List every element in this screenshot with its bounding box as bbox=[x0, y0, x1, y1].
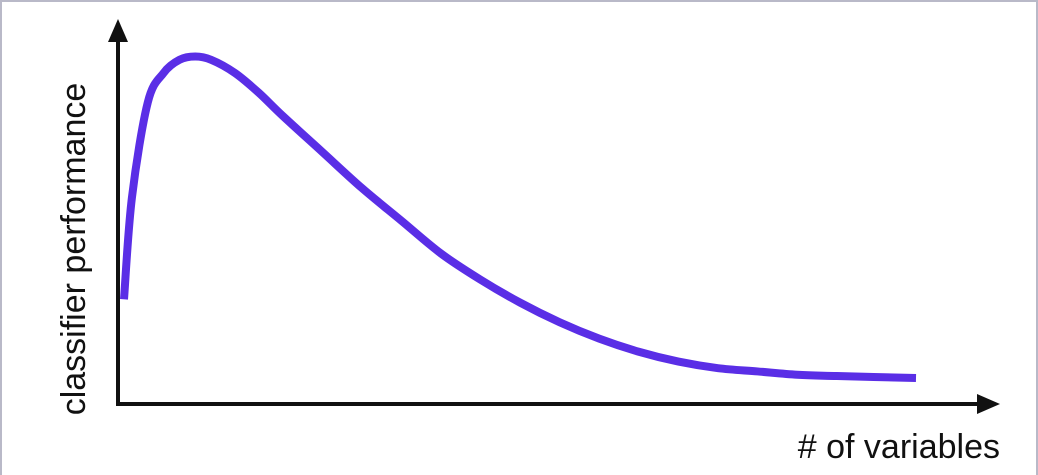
series-line-0 bbox=[120, 52, 917, 382]
x-axis-arrow bbox=[977, 394, 1000, 414]
y-axis-arrow bbox=[108, 19, 128, 42]
series-group bbox=[120, 52, 917, 382]
y-axis-label: classifier performance bbox=[55, 83, 93, 416]
x-axis-label: # of variables bbox=[798, 428, 1000, 466]
